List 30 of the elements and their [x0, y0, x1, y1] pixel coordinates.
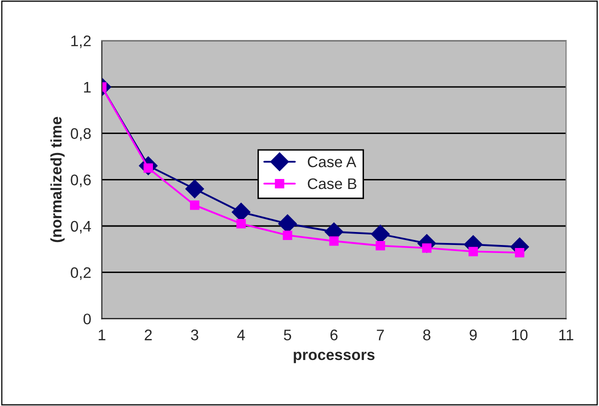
legend-label: Case B: [308, 178, 356, 190]
point: [514, 248, 524, 258]
point: [282, 230, 292, 240]
x-axis-title: processors: [294, 352, 375, 364]
y-tick-label: 1: [84, 82, 91, 92]
x-tick-label: 2: [144, 330, 152, 340]
y-tick-label: 0,4: [70, 220, 91, 234]
point: [185, 180, 204, 198]
x-tick-label: 9: [470, 330, 477, 340]
x-tick-label: 4: [237, 330, 245, 340]
y-axis-title: (normalized) time: [50, 116, 65, 242]
x-tick-label: 11: [559, 330, 574, 340]
point: [190, 200, 200, 210]
y-tick-label: 0,2: [70, 267, 91, 280]
point: [376, 241, 386, 250]
x-tick-label: 3: [191, 330, 198, 340]
point: [329, 236, 339, 246]
x-tick-label: 1: [98, 330, 106, 340]
x-tick-label: 7: [376, 330, 384, 340]
point: [468, 246, 478, 256]
x-tick-label: 5: [284, 330, 292, 340]
y-tick-label: 0: [84, 314, 91, 324]
x-tick-label: 8: [423, 330, 430, 340]
y-tick-label: 1,2: [71, 35, 91, 48]
y-tick-label: 0,8: [70, 128, 91, 141]
point: [236, 219, 246, 228]
x-tick-label: 6: [330, 330, 338, 340]
y-tick-label: 0,6: [70, 174, 91, 188]
x-tick-label: 10: [512, 330, 528, 340]
legend-label: Case A: [308, 156, 356, 168]
